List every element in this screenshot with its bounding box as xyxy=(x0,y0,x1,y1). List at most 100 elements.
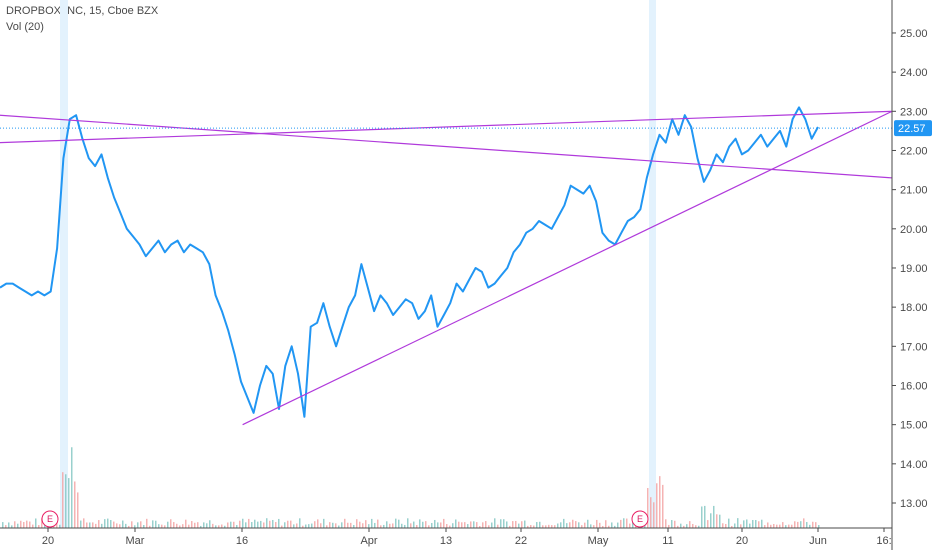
volume-bar xyxy=(299,518,301,528)
y-tick-label: 16.00 xyxy=(900,380,928,392)
volume-bar xyxy=(776,524,778,528)
volume-bar xyxy=(560,522,562,528)
session-highlight-band xyxy=(649,0,656,528)
volume-bar xyxy=(815,522,817,528)
volume-bar xyxy=(695,525,697,528)
y-tick-label: 20.00 xyxy=(900,224,928,236)
x-tick-label: 20 xyxy=(42,535,54,547)
volume-bar xyxy=(215,525,217,528)
volume-bar xyxy=(194,522,196,528)
volume-bar xyxy=(602,525,604,528)
volume-bar xyxy=(341,522,343,528)
volume-bar xyxy=(722,523,724,528)
x-tick-label: 16 xyxy=(236,535,248,547)
y-tick-label: 25.00 xyxy=(900,28,928,40)
volume-bar xyxy=(203,522,205,528)
volume-bar xyxy=(437,522,439,528)
volume-bar xyxy=(230,521,232,528)
volume-bar xyxy=(425,521,427,528)
last-price-tag xyxy=(894,120,932,137)
volume-bar xyxy=(542,525,544,528)
volume-bar xyxy=(272,519,274,528)
volume-bar xyxy=(236,525,238,528)
volume-bar xyxy=(554,525,556,528)
y-tick-label: 13.00 xyxy=(900,498,928,510)
volume-bar xyxy=(170,519,172,528)
x-tick-label: 11 xyxy=(662,535,673,547)
volume-bar xyxy=(668,524,670,528)
earnings-marker xyxy=(631,510,649,528)
volume-bar xyxy=(131,521,133,528)
chart-legend: DROPBOX INC, 15, Cboe BZX Vol (20) xyxy=(6,3,158,35)
volume-bar xyxy=(257,521,259,528)
volume-bar xyxy=(332,522,334,528)
volume-bar xyxy=(161,524,163,528)
volume-bar xyxy=(794,521,796,528)
volume-bar xyxy=(320,523,322,528)
volume-bar xyxy=(371,518,373,528)
earnings-marker-label: E xyxy=(637,514,643,524)
volume-bar xyxy=(119,524,121,528)
volume-bar xyxy=(617,522,619,528)
volume-bar xyxy=(716,514,718,528)
volume-bar xyxy=(569,522,571,528)
volume-bar xyxy=(464,522,466,528)
volume-bar xyxy=(185,519,187,528)
volume-bar xyxy=(275,521,277,528)
volume-bar xyxy=(614,525,616,528)
volume-bar xyxy=(818,525,820,528)
volume-bar xyxy=(77,492,79,528)
volume-bar xyxy=(413,521,415,528)
x-tick-label: 13 xyxy=(440,535,452,547)
volume-bar xyxy=(530,525,532,528)
earnings-marker-label: E xyxy=(47,514,53,524)
volume-bar xyxy=(461,522,463,528)
volume-bar xyxy=(650,497,652,528)
volume-bar xyxy=(350,522,352,528)
volume-bar xyxy=(674,520,676,528)
volume-bar xyxy=(293,524,295,528)
volume-bar xyxy=(386,521,388,528)
volume-bar xyxy=(146,518,148,528)
volume-bar xyxy=(488,525,490,528)
volume-bar xyxy=(551,525,553,528)
volume-bar xyxy=(8,522,10,528)
volume-bar xyxy=(59,524,61,528)
last-price-tag-label: 22.57 xyxy=(898,123,926,135)
volume-bar xyxy=(287,520,289,528)
trendline-3 xyxy=(242,110,893,426)
volume-bar xyxy=(689,521,691,528)
volume-bar xyxy=(74,481,76,528)
volume-bar xyxy=(92,522,94,528)
volume-bar xyxy=(89,522,91,528)
volume-bar xyxy=(32,524,34,528)
volume-bar xyxy=(113,521,115,528)
volume-bar xyxy=(137,522,139,528)
volume-bar xyxy=(479,525,481,528)
volume-bar xyxy=(266,518,268,528)
volume-bar xyxy=(593,525,595,528)
volume-bar xyxy=(242,518,244,528)
volume-bar xyxy=(11,525,13,528)
volume-bar xyxy=(269,520,271,528)
volume-bar xyxy=(167,521,169,528)
volume-bar xyxy=(380,525,382,528)
volume-bar xyxy=(746,519,748,528)
volume-bar xyxy=(545,525,547,528)
volume-bar xyxy=(677,525,679,528)
volume-bar xyxy=(491,522,493,528)
volume-bar xyxy=(623,518,625,528)
trendline-1 xyxy=(0,114,893,179)
volume-bar xyxy=(281,525,283,528)
volume-bar xyxy=(416,525,418,528)
y-tick-label: 21.00 xyxy=(900,185,928,197)
volume-bar xyxy=(335,523,337,528)
volume-bar xyxy=(173,522,175,528)
volume-bar xyxy=(245,522,247,528)
volume-bar xyxy=(431,522,433,528)
volume-bar xyxy=(95,523,97,528)
volume-bar xyxy=(26,520,28,528)
volume-bar xyxy=(197,522,199,528)
x-tick-label: Apr xyxy=(360,535,377,547)
